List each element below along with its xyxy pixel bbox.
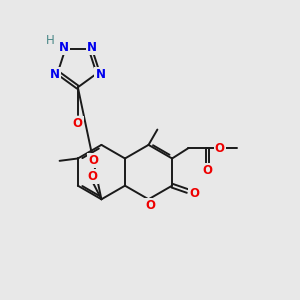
Text: O: O (145, 199, 155, 212)
Text: N: N (50, 68, 60, 81)
Text: O: O (73, 117, 83, 130)
Text: N: N (95, 68, 105, 81)
Text: O: O (88, 170, 98, 183)
Text: H: H (46, 34, 55, 47)
Text: O: O (88, 154, 98, 166)
Text: O: O (202, 164, 212, 177)
Text: N: N (59, 41, 69, 54)
Text: O: O (215, 142, 225, 155)
Text: O: O (189, 187, 199, 200)
Text: N: N (87, 41, 97, 54)
